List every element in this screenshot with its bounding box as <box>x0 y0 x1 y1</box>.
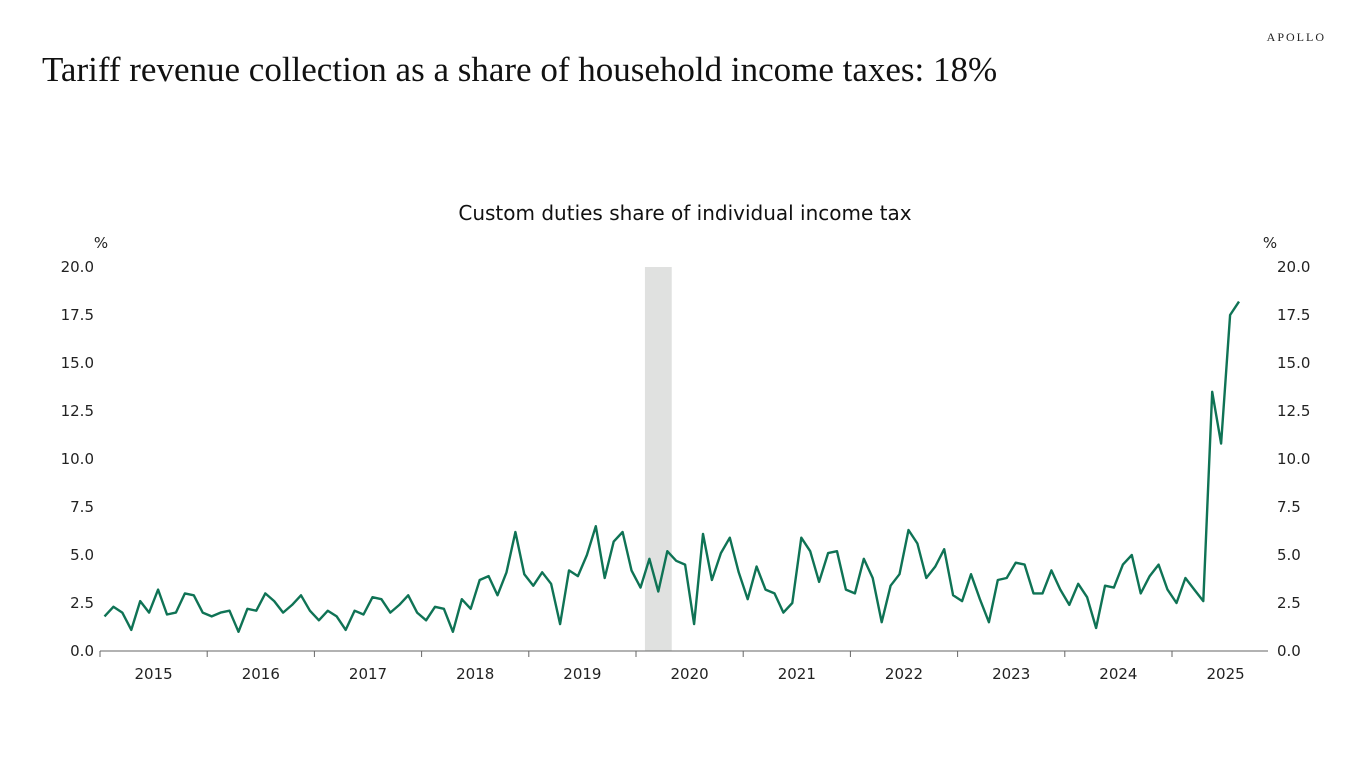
y-axis-right-unit: % <box>1263 234 1277 252</box>
y-tick-label-left: 12.5 <box>61 402 94 420</box>
y-tick-label-right: 20.0 <box>1277 258 1310 276</box>
x-tick-label: 2023 <box>992 665 1030 683</box>
y-tick-label-left: 15.0 <box>61 354 94 372</box>
x-tick-label: 2024 <box>1099 665 1137 683</box>
y-tick-label-left: 20.0 <box>61 258 94 276</box>
y-tick-label-left: 0.0 <box>70 642 94 660</box>
headline: Tariff revenue collection as a share of … <box>42 50 998 89</box>
y-tick-label-right: 2.5 <box>1277 594 1301 612</box>
series-line <box>103 300 1240 633</box>
x-tick-label: 2019 <box>563 665 601 683</box>
y-tick-label-left: 17.5 <box>61 306 94 324</box>
y-tick-label-right: 15.0 <box>1277 354 1310 372</box>
x-tick-label: 2022 <box>885 665 923 683</box>
x-tick-label: 2016 <box>242 665 280 683</box>
y-tick-label-left: 10.0 <box>61 450 94 468</box>
y-tick-label-left: 7.5 <box>70 498 94 516</box>
y-tick-label-right: 7.5 <box>1277 498 1301 516</box>
x-tick-label: 2017 <box>349 665 387 683</box>
chart-title: Custom duties share of individual income… <box>458 201 911 225</box>
recession-shading <box>644 267 672 651</box>
apollo-logo: APOLLO <box>1266 30 1326 44</box>
y-tick-label-right: 5.0 <box>1277 546 1301 564</box>
y-tick-label-right: 17.5 <box>1277 306 1310 324</box>
y-tick-label-right: 0.0 <box>1277 642 1301 660</box>
x-tick-label: 2020 <box>671 665 709 683</box>
x-tick-label: 2025 <box>1207 665 1245 683</box>
y-tick-label-right: 10.0 <box>1277 450 1310 468</box>
y-tick-label-left: 5.0 <box>70 546 94 564</box>
y-tick-label-left: 2.5 <box>70 594 94 612</box>
x-tick-label: 2021 <box>778 665 816 683</box>
x-tick-label: 2015 <box>135 665 173 683</box>
x-tick-label: 2018 <box>456 665 494 683</box>
y-tick-label-right: 12.5 <box>1277 402 1310 420</box>
y-axis-left-unit: % <box>94 234 108 252</box>
